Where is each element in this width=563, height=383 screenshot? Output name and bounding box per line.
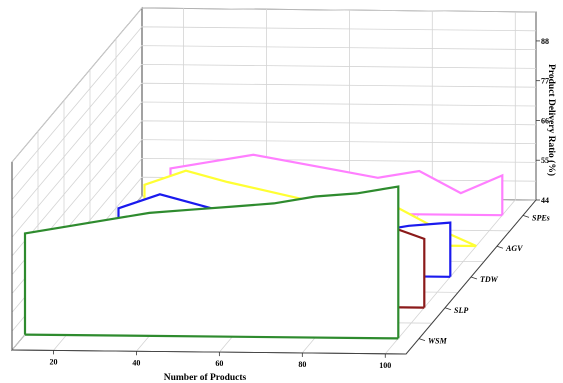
z-tick-mark [418, 338, 426, 341]
y-axis-label: Product Delivery Ratio (%) [546, 64, 557, 176]
gridline-y [11, 101, 537, 257]
y-tick-label: 44 [541, 196, 549, 205]
z-tick-label-slp: SLP [454, 306, 468, 315]
y-tick-label: 77 [541, 77, 549, 86]
series-line-wsm [23, 185, 400, 339]
gridline-y [11, 82, 537, 238]
x-tick-label: 80 [298, 360, 306, 369]
z-tick-mark [444, 307, 452, 311]
z-tick-mark [496, 245, 504, 249]
gridline-y [11, 120, 537, 276]
chart-labels: Number of Products Product Delivery Rati… [49, 37, 557, 383]
chart-series [23, 153, 504, 340]
z-tick-mark [470, 276, 478, 280]
gridline-y [11, 45, 537, 200]
gridline-x [384, 11, 516, 355]
gridline-y [11, 26, 537, 182]
series-fill-wsm [25, 186, 399, 339]
y-tick-label: 66 [541, 116, 549, 125]
x-axis-label: Number of Products [164, 373, 247, 383]
z-tick-label-wsm: WSM [428, 337, 448, 346]
z-tick-label-spes: SPEs [532, 213, 550, 222]
x-tick-label: 20 [49, 357, 57, 366]
z-tick-mark [522, 215, 530, 218]
series-base-wsm [24, 333, 399, 340]
z-tick-label-agv: AGV [505, 244, 523, 253]
gridline-y [11, 7, 537, 163]
y-tick-label: 88 [541, 37, 549, 46]
x-tick-label: 100 [379, 361, 391, 370]
series-line-spes [169, 153, 504, 216]
gridline-y [11, 63, 537, 219]
y-tick-label: 55 [541, 156, 549, 165]
x-tick-label: 60 [215, 359, 223, 368]
z-tick-label-tdw: TDW [480, 275, 499, 284]
x-tick-label: 40 [132, 358, 140, 367]
